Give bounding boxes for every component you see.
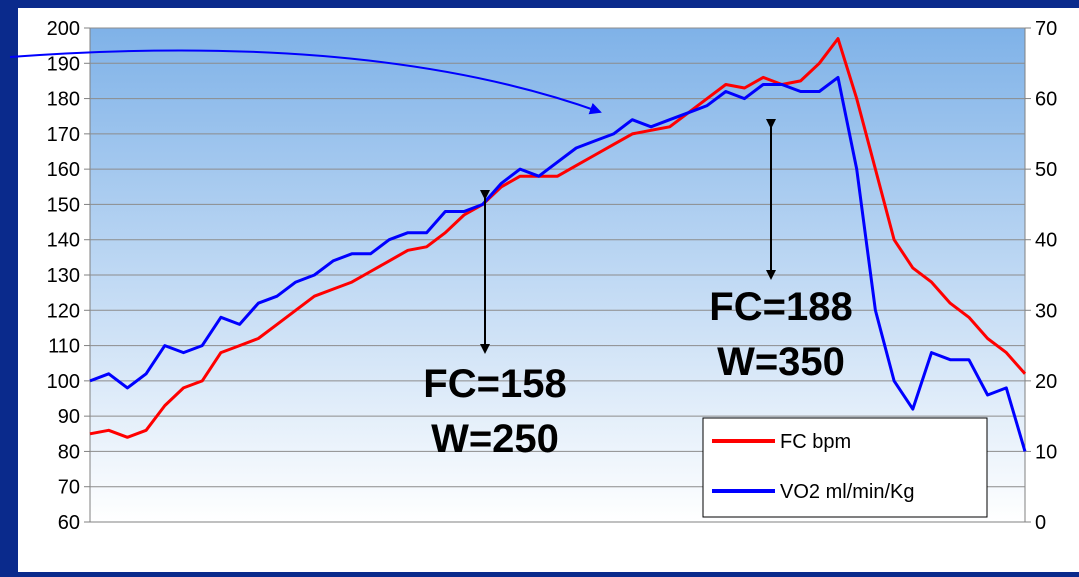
left-tick-label: 110: [48, 336, 80, 358]
right-tick-label: 50: [1035, 159, 1057, 181]
left-axis: 60 70 80 90 100 110 120 130 140 150 160 170 180 190 20…: [47, 18, 90, 534]
annotation-1-line2: W=250: [431, 417, 559, 461]
right-tick-label: 70: [1035, 18, 1057, 40]
gridlines: [90, 27, 1025, 488]
right-tick-label: 0: [1035, 512, 1046, 534]
annotation-2-line1: FC=188: [709, 285, 852, 329]
left-tick-label: 100: [47, 371, 80, 393]
right-tick-label: 60: [1035, 89, 1057, 111]
left-tick-label: 170: [47, 124, 80, 146]
left-tick-label: 180: [47, 89, 80, 111]
left-tick-label: 190: [47, 53, 80, 75]
left-tick-label: 60: [58, 512, 80, 534]
left-tick-label: 200: [47, 18, 80, 40]
right-tick-label: 20: [1035, 371, 1057, 393]
left-tick-label: 90: [58, 406, 80, 428]
annotation-1-line1: FC=158: [423, 362, 566, 406]
vo2-pointer-arrow: [9, 49, 602, 115]
right-tick-label: 40: [1035, 230, 1057, 252]
right-tick-label: 30: [1035, 300, 1057, 322]
left-tick-label: 140: [47, 230, 80, 252]
fc-series-line: [89, 37, 1027, 439]
annotation-2-line2: W=350: [717, 340, 845, 384]
series-lines: [89, 37, 1027, 452]
legend: FC bpm VO2 ml/min/Kg: [702, 417, 988, 518]
left-tick-label: 120: [47, 300, 80, 322]
vo2-series-line: [89, 75, 1027, 452]
legend-label-vo2: VO2 ml/min/Kg: [780, 481, 914, 503]
left-tick-label: 70: [58, 477, 80, 499]
left-tick-label: 130: [47, 265, 80, 287]
right-axis: 0 10 20 30 40 50 60 70: [1025, 18, 1057, 534]
left-tick-label: 80: [58, 441, 80, 463]
left-tick-label: 160: [47, 159, 80, 181]
legend-label-fc: FC bpm: [780, 431, 851, 453]
left-tick-label: 150: [47, 194, 80, 216]
right-tick-label: 10: [1035, 441, 1057, 463]
legend-box: [702, 417, 988, 518]
